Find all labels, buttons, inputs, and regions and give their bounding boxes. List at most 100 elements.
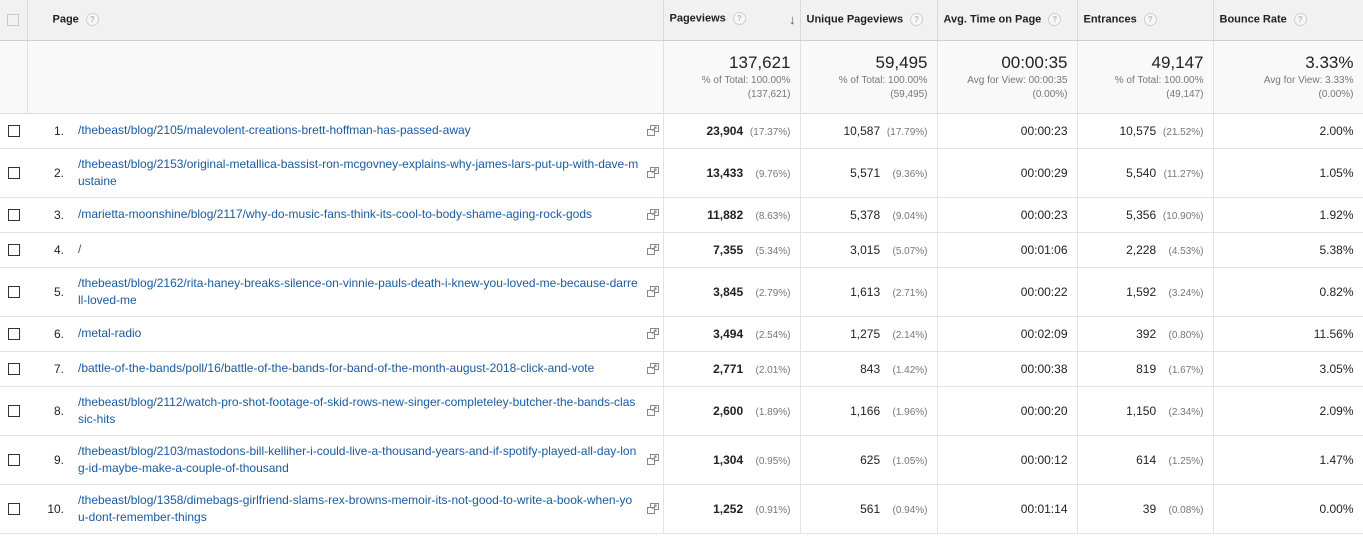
pageviews-percent: (2.54%) [755,329,791,341]
totals-page-blank [27,40,664,114]
row-index: 8. [53,403,64,418]
unique-pageviews-cell: 561 (0.94%) [800,484,938,534]
bounce-rate-cell: 2.00% [1213,113,1363,149]
pageviews-cell: 2,771 (2.01%) [663,351,801,387]
header-bounce-label: Bounce Rate [1219,13,1287,26]
page-cell: 4. / [27,232,664,268]
row-index: 4. [53,242,64,257]
page-link[interactable]: /thebeast/blog/2153/original-metallica-b… [78,156,639,188]
entrances-cell: 614 (1.25%) [1077,435,1214,485]
bounce-rate-value: 1.92% [1319,207,1354,222]
page-link[interactable]: /thebeast/blog/2162/rita-haney-breaks-si… [78,275,638,307]
page-link[interactable]: /marietta-moonshine/blog/2117/why-do-mus… [78,207,592,221]
help-icon[interactable]: ? [910,13,924,27]
row-checkbox[interactable] [7,244,20,257]
unique-pageviews-cell: 5,571 (9.36%) [800,148,938,198]
row-checkbox[interactable] [7,286,20,299]
pageviews-value: 3,494 [713,326,744,341]
pageviews-value: 7,355 [713,242,744,257]
header-unique-pageviews[interactable]: Unique Pageviews? [800,0,938,41]
unique-pageviews-value: 625 [860,452,881,467]
avg-time-value: 00:00:22 [1020,284,1068,299]
totals-pageviews: 137,621 % of Total: 100.00% (137,621) [663,40,801,114]
page-cell: 9. /thebeast/blog/2103/mastodons-bill-ke… [27,435,664,485]
page-link[interactable]: / [78,242,82,256]
row-index: 3. [53,207,64,222]
row-checkbox[interactable] [7,167,20,180]
bounce-rate-value: 0.82% [1319,284,1354,299]
bounce-rate-cell: 3.05% [1213,351,1363,387]
header-avg-time[interactable]: Avg. Time on Page? [937,0,1078,41]
page-link[interactable]: /thebeast/blog/2105/malevolent-creations… [78,123,471,137]
avg-time-value: 00:00:23 [1020,207,1068,222]
totals-entrances: 49,147 % of Total: 100.00% (49,147) [1077,40,1214,114]
row-checkbox[interactable] [7,503,20,516]
header-avg-time-label: Avg. Time on Page [943,13,1042,26]
bounce-rate-cell: 1.92% [1213,197,1363,233]
open-in-new-window-icon[interactable] [646,362,659,374]
row-index: 6. [53,326,64,341]
help-icon[interactable]: ? [1143,13,1157,27]
page-link[interactable]: /thebeast/blog/1358/dimebags-girlfriend-… [78,492,633,524]
header-pageviews[interactable]: Pageviews? ↓ [663,0,801,41]
totals-bounce-line2: (0.00%) [1318,88,1354,100]
pageviews-value: 1,304 [713,452,744,467]
pageviews-percent: (2.79%) [755,287,791,299]
avg-time-cell: 00:02:09 [937,316,1078,352]
entrances-value: 1,150 [1126,403,1157,418]
header-page-label: Page [52,13,79,26]
entrances-cell: 2,228 (4.53%) [1077,232,1214,268]
open-in-new-window-icon[interactable] [646,453,659,465]
row-checkbox[interactable] [7,209,20,222]
table-row: 7. /battle-of-the-bands/poll/16/battle-o… [0,351,1363,387]
help-icon[interactable]: ? [1293,13,1307,27]
row-checkbox[interactable] [7,405,20,418]
open-in-new-window-icon[interactable] [646,285,659,297]
bounce-rate-cell: 1.47% [1213,435,1363,485]
page-link[interactable]: /metal-radio [78,326,142,340]
page-link[interactable]: /thebeast/blog/2103/mastodons-bill-kelli… [78,443,637,475]
avg-time-value: 00:01:06 [1020,242,1068,257]
pageviews-percent: (0.91%) [755,504,791,516]
row-checkbox[interactable] [7,328,20,341]
totals-unique: 59,495 % of Total: 100.00% (59,495) [800,40,938,114]
help-icon[interactable]: ? [732,12,746,26]
header-page[interactable]: Page? [27,0,664,41]
table-row: 10. /thebeast/blog/1358/dimebags-girlfri… [0,484,1363,534]
entrances-cell: 5,540 (11.27%) [1077,148,1214,198]
row-checkbox[interactable] [7,454,20,467]
row-checkbox[interactable] [7,363,20,376]
table-body: 1. /thebeast/blog/2105/malevolent-creati… [0,113,1363,534]
avg-time-value: 00:00:20 [1020,403,1068,418]
open-in-new-window-icon[interactable] [646,124,659,136]
unique-pageviews-value: 5,571 [850,165,881,180]
help-icon[interactable]: ? [85,13,99,27]
select-all-checkbox[interactable] [7,13,20,26]
row-select-cell [0,267,27,317]
entrances-value: 1,592 [1126,284,1157,299]
entrances-percent: (0.80%) [1168,329,1204,341]
open-in-new-window-icon[interactable] [646,404,659,416]
totals-bounce-value: 3.33% [1305,52,1354,72]
header-unique-label: Unique Pageviews [806,13,904,26]
unique-pageviews-value: 1,166 [850,403,881,418]
page-link[interactable]: /thebeast/blog/2112/watch-pro-shot-foota… [78,394,636,426]
avg-time-cell: 00:01:06 [937,232,1078,268]
row-select-cell [0,148,27,198]
open-in-new-window-icon[interactable] [646,166,659,178]
table-row: 8. /thebeast/blog/2112/watch-pro-shot-fo… [0,386,1363,436]
header-entrances[interactable]: Entrances? [1077,0,1214,41]
open-in-new-window-icon[interactable] [646,502,659,514]
header-bounce-rate[interactable]: Bounce Rate? [1213,0,1363,41]
pageviews-percent: (5.34%) [755,245,791,257]
open-in-new-window-icon[interactable] [646,208,659,220]
row-select-cell [0,113,27,149]
open-in-new-window-icon[interactable] [646,243,659,255]
sort-descending-icon[interactable]: ↓ [789,12,796,28]
row-checkbox[interactable] [7,125,20,138]
page-link[interactable]: /battle-of-the-bands/poll/16/battle-of-t… [78,361,595,375]
help-icon[interactable]: ? [1048,13,1062,27]
open-in-new-window-icon[interactable] [646,327,659,339]
row-index: 7. [53,361,64,376]
entrances-value: 819 [1136,361,1157,376]
